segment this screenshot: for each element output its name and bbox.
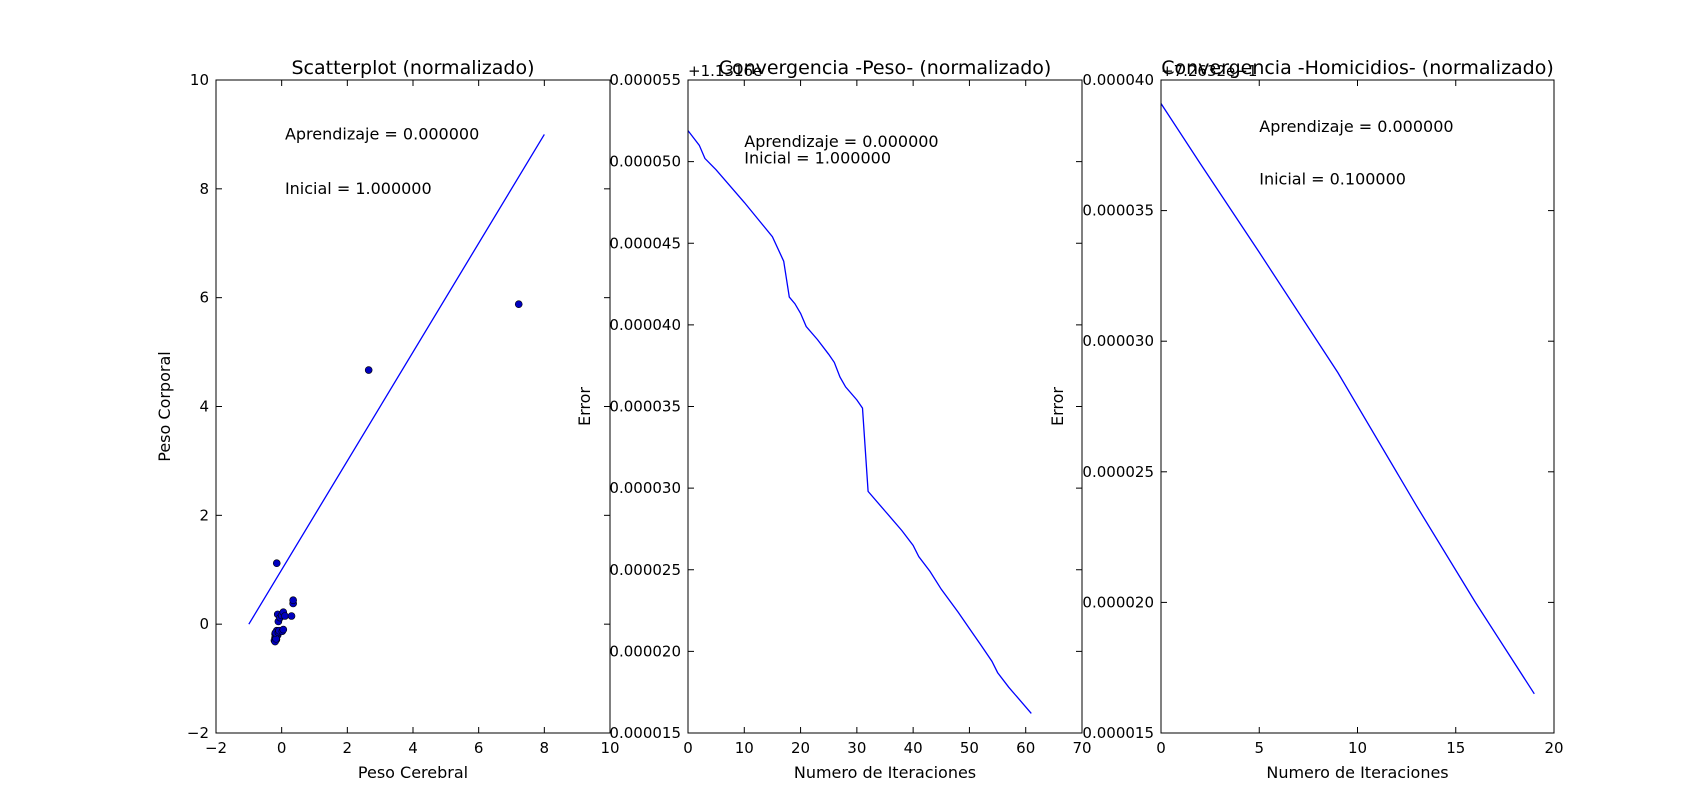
y-offset-text: +1.1316e	[688, 62, 762, 80]
chart-1: −2 0 2 4 6 8 10 −2 0 2 4 6 8 10 Peso Cerebral Peso Corp…	[155, 57, 620, 782]
convergence-line	[688, 130, 1032, 714]
y-offset-text: +7.2632e−1	[1161, 62, 1257, 80]
chart-title: Scatterplot (normalizado)	[292, 57, 535, 79]
scatter-point	[514, 300, 523, 308]
y-tick-label: 0	[199, 615, 209, 633]
y-tick-label: 8	[199, 180, 209, 198]
y-tick-label: 0.000025	[609, 561, 681, 579]
annotation-text: Aprendizaje = 0.000000	[1259, 117, 1453, 136]
y-tick-label: 4	[199, 398, 209, 416]
plot-area	[248, 134, 545, 646]
annotation-text: Inicial = 1.000000	[285, 179, 432, 198]
x-tick-label: 0	[277, 739, 287, 757]
x-tick-label: 0	[1156, 739, 1166, 757]
y-tick-label: 0.000055	[609, 71, 681, 89]
x-tick-label: 10	[735, 739, 754, 757]
axes-frame	[687, 79, 1083, 734]
chart-title: Convergencia -Homicidios- (normalizado)	[1161, 57, 1554, 79]
y-tick-label: 0.000020	[1082, 593, 1154, 611]
regression-line	[248, 134, 545, 625]
y-tick-label: 0.000015	[1082, 724, 1154, 742]
scatter-point	[281, 612, 289, 620]
y-axis-label: Peso Corporal	[155, 351, 174, 461]
y-tick-label: 0.000040	[609, 316, 681, 334]
annotation-text: Inicial = 1.000000	[744, 148, 891, 167]
x-tick-label: 15	[1446, 739, 1465, 757]
y-tick-label: 0.000020	[609, 642, 681, 660]
x-tick-label: 30	[847, 739, 866, 757]
x-tick-label: −2	[205, 739, 227, 757]
chart-3: 0 5 10 15 20 0.000015 0.000020 0.000025 0.000030…	[1048, 57, 1564, 782]
scatter-point	[364, 366, 373, 374]
y-tick-label: 10	[190, 71, 209, 89]
y-tick-label: 6	[199, 289, 209, 307]
x-tick-label: 6	[474, 739, 484, 757]
annotation-text: Inicial = 0.100000	[1259, 169, 1406, 188]
x-axis-label: Numero de Iteraciones	[1266, 763, 1448, 782]
x-tick-label: 5	[1254, 739, 1264, 757]
y-tick-label: 2	[199, 506, 209, 524]
convergence-line	[1161, 103, 1535, 695]
scatter-point	[279, 625, 288, 634]
y-tick-label: 0.000040	[1082, 71, 1154, 89]
x-tick-label: 40	[904, 739, 923, 757]
x-tick-label: 10	[1348, 739, 1367, 757]
y-tick-label: 0.000045	[609, 234, 681, 252]
x-tick-label: 2	[343, 739, 353, 757]
y-axis-label: Error	[575, 387, 594, 426]
annotation-text: Aprendizaje = 0.000000	[285, 124, 479, 143]
chart-title: Convergencia -Peso- (normalizado)	[719, 57, 1052, 79]
scatter-point	[287, 612, 296, 620]
x-tick-label: 4	[408, 739, 418, 757]
annotation-text: Aprendizaje = 0.000000	[744, 132, 938, 151]
x-axis-label: Numero de Iteraciones	[794, 763, 976, 782]
y-tick-label: 0.000035	[609, 398, 681, 416]
x-tick-label: 10	[600, 739, 619, 757]
x-tick-label: 0	[683, 739, 693, 757]
plot-area	[688, 130, 1032, 714]
y-tick-label: 0.000015	[609, 724, 681, 742]
x-tick-label: 20	[791, 739, 810, 757]
x-tick-label: 20	[1544, 739, 1563, 757]
scatter-point	[289, 596, 297, 605]
x-tick-label: 70	[1072, 739, 1091, 757]
y-axis-label: Error	[1048, 387, 1067, 426]
y-tick-label: 0.000030	[609, 479, 681, 497]
plot-area	[1161, 103, 1535, 695]
x-tick-label: 50	[960, 739, 979, 757]
chart-2: 0 10 20 30 40 50 60 70 0.000015 0.000020 0.000025 0…	[575, 57, 1092, 782]
y-tick-label: −2	[187, 724, 209, 742]
y-tick-label: 0.000035	[1082, 202, 1154, 220]
x-axis-label: Peso Cerebral	[358, 763, 468, 782]
y-tick-label: 0.000050	[609, 153, 681, 171]
x-tick-label: 60	[1016, 739, 1035, 757]
scatter-point	[272, 559, 281, 568]
y-tick-label: 0.000030	[1082, 332, 1154, 350]
x-tick-label: 8	[540, 739, 550, 757]
y-tick-label: 0.000025	[1082, 463, 1154, 481]
